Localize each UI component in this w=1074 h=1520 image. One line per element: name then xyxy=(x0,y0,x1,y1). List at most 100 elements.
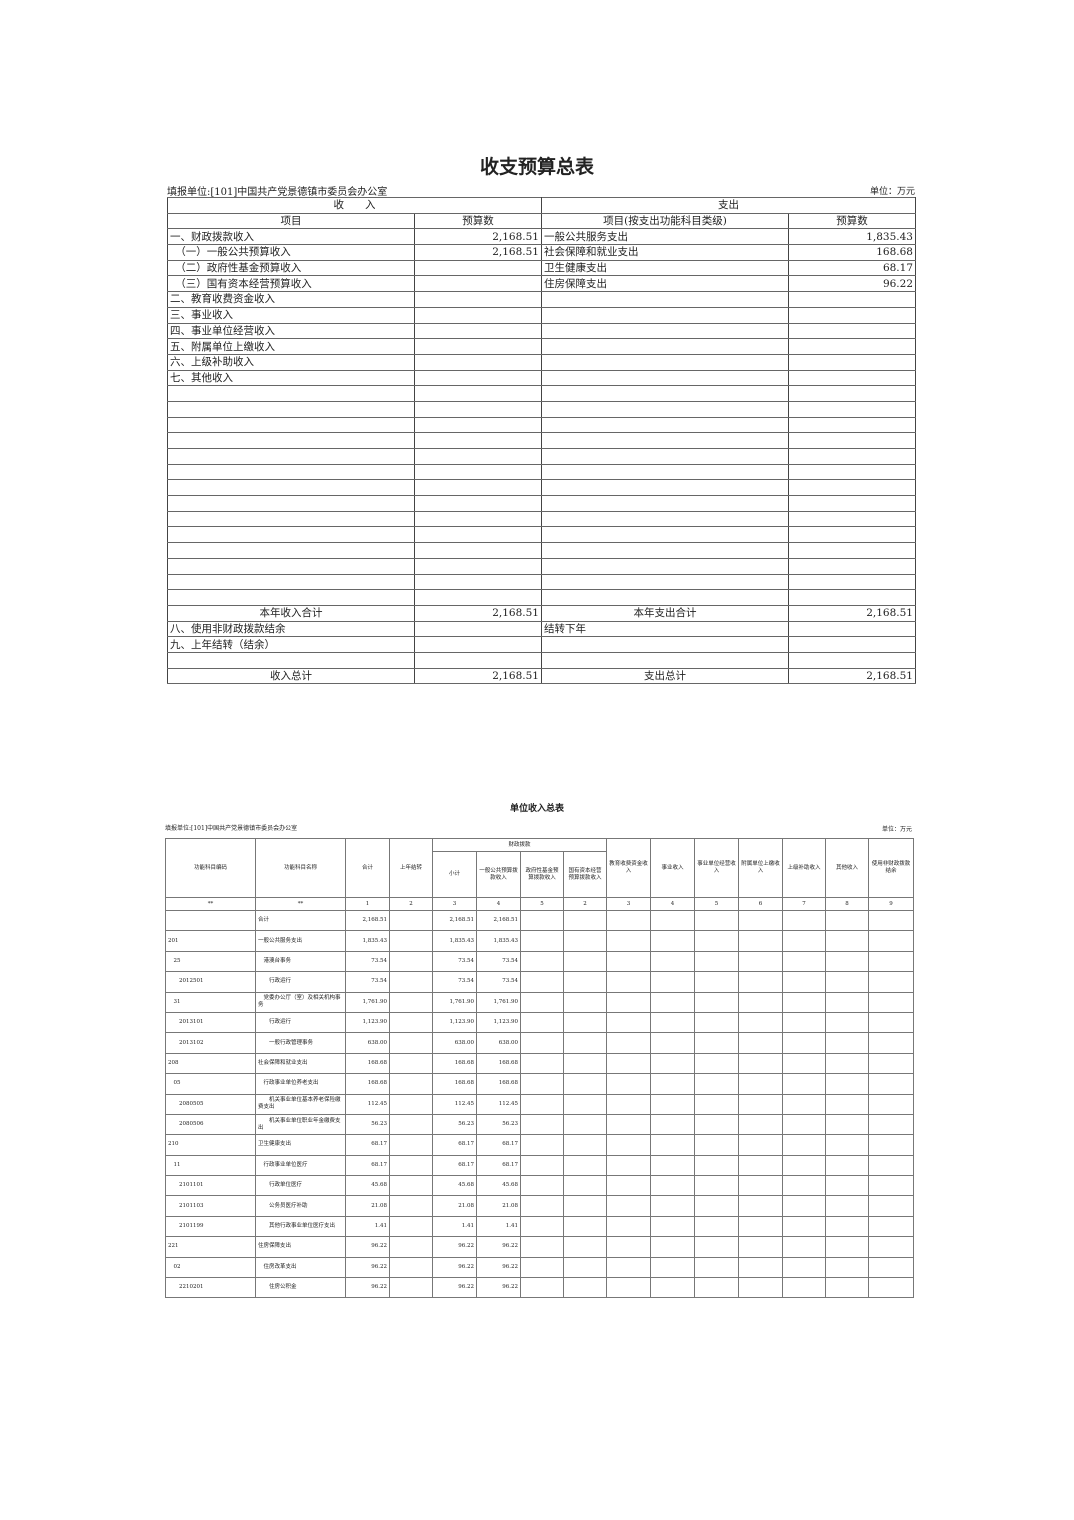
empty-cell xyxy=(694,1175,740,1197)
general-cell: 68.17 xyxy=(476,1154,521,1177)
carry-cell xyxy=(389,930,433,952)
empty-cell xyxy=(650,971,696,993)
h-edu: 教育收费资金收入 xyxy=(606,838,652,898)
total-cell: 1.41 xyxy=(345,1215,390,1238)
empty-cell xyxy=(825,930,870,952)
subtotal-cell: 112.45 xyxy=(432,1093,477,1115)
income-row: 2012501 行政运行 73.54 73.54 73.54 xyxy=(165,971,915,993)
empty-cell xyxy=(738,1236,784,1258)
code-cell: 201 xyxy=(165,930,256,952)
empty-cell xyxy=(520,1093,564,1115)
empty-cell xyxy=(562,950,608,973)
name-cell: 行政运行 xyxy=(255,1011,346,1034)
empty-cell xyxy=(825,1113,870,1136)
total-cell: 96.22 xyxy=(345,1236,390,1258)
summary-cell-inc_v xyxy=(414,275,542,293)
general-cell: 2,168.51 xyxy=(476,909,521,932)
empty-cell xyxy=(825,1154,870,1177)
empty-cell xyxy=(868,1154,915,1177)
carry-next: 结转下年 xyxy=(541,620,789,638)
empty-cell xyxy=(520,909,564,932)
empty-cell xyxy=(606,1052,652,1075)
empty-cell xyxy=(414,479,542,497)
empty-cell xyxy=(414,400,542,418)
index-cell: 2 xyxy=(389,897,433,911)
empty-cell xyxy=(606,1195,652,1217)
empty-cell xyxy=(562,1154,608,1177)
empty-cell xyxy=(694,971,740,993)
empty-cell xyxy=(694,1032,740,1054)
empty-cell xyxy=(788,526,916,544)
name-cell: 行政运行 xyxy=(255,971,346,993)
summary-cell-inc_v xyxy=(414,259,542,277)
index-cell: 4 xyxy=(476,897,521,911)
carry-cell xyxy=(389,909,433,932)
empty-cell xyxy=(694,1052,740,1075)
code-cell xyxy=(165,909,256,932)
empty-cell xyxy=(541,463,789,481)
income-row: 合计 2,168.51 2,168.51 2,168.51 xyxy=(165,909,915,932)
summary-empty-row xyxy=(167,589,916,606)
h-business: 事业收入 xyxy=(650,838,696,898)
empty-cell xyxy=(782,930,827,952)
empty-cell xyxy=(782,1011,827,1034)
summary-empty-row xyxy=(167,385,916,402)
summary-row: 一、财政拨款收入 2,168.51 一般公共服务支出 1,835.43 xyxy=(167,228,916,246)
empty-cell xyxy=(606,1113,652,1136)
h-surplus: 使用非财政拨款结余 xyxy=(868,838,915,898)
empty-cell xyxy=(167,463,415,481)
row9: 九、上年结转（结余） xyxy=(167,636,415,653)
empty-cell xyxy=(694,1256,740,1279)
summary-cell-exp_v: 96.22 xyxy=(788,275,916,293)
empty-cell xyxy=(788,542,916,559)
code-cell: 2101103 xyxy=(165,1195,256,1217)
summary-cell-exp xyxy=(541,369,789,387)
empty-cell xyxy=(782,1277,827,1299)
summary-row: 四、事业单位经营收入 xyxy=(167,322,916,340)
empty-cell xyxy=(541,416,789,434)
summary-cell-exp_v xyxy=(788,291,916,308)
general-cell: 68.17 xyxy=(476,1134,521,1156)
summary-cell-exp_v xyxy=(788,353,916,371)
empty-cell xyxy=(825,909,870,932)
empty-cell xyxy=(694,1195,740,1217)
total-cell: 96.22 xyxy=(345,1277,390,1299)
index-cell: 9 xyxy=(868,897,915,911)
empty-cell xyxy=(606,1277,652,1299)
subtotal-cell: 73.54 xyxy=(432,950,477,973)
summary-cell-inc: 三、事业收入 xyxy=(167,306,415,324)
summary-cell-exp_v: 68.17 xyxy=(788,259,916,277)
empty-cell xyxy=(414,495,542,512)
subtotal-cell: 168.68 xyxy=(432,1052,477,1075)
empty-cell xyxy=(167,526,415,544)
empty-cell xyxy=(782,1052,827,1075)
h-general: 一般公共预算拨款收入 xyxy=(476,851,521,898)
subtotal-cell: 1,123.90 xyxy=(432,1011,477,1034)
empty-cell xyxy=(650,1154,696,1177)
summary-cell-inc_v xyxy=(414,369,542,387)
general-cell: 638.00 xyxy=(476,1032,521,1054)
empty-cell xyxy=(738,1175,784,1197)
name-cell: 住房保障支出 xyxy=(255,1236,346,1258)
general-cell: 56.23 xyxy=(476,1113,521,1136)
index-cell: ** xyxy=(165,897,256,911)
empty-cell xyxy=(562,971,608,993)
summary-cell-exp xyxy=(541,291,789,308)
carry-cell xyxy=(389,971,433,993)
total-cell: 2,168.51 xyxy=(345,909,390,932)
empty-cell xyxy=(694,1093,740,1115)
empty-cell xyxy=(825,971,870,993)
empty-cell xyxy=(782,950,827,973)
empty-cell xyxy=(782,1093,827,1115)
summary-row: 五、附属单位上缴收入 xyxy=(167,338,916,355)
subtotal-cell: 68.17 xyxy=(432,1134,477,1156)
subtotal-cell: 96.22 xyxy=(432,1236,477,1258)
empty-cell xyxy=(825,1175,870,1197)
summary-cell-inc: 四、事业单位经营收入 xyxy=(167,322,415,340)
summary-cell-exp: 卫生健康支出 xyxy=(541,259,789,277)
empty-cell xyxy=(788,573,916,591)
empty-cell xyxy=(650,991,696,1013)
empty-cell xyxy=(541,542,789,559)
subtotal-cell: 168.68 xyxy=(432,1073,477,1095)
empty-cell xyxy=(825,1236,870,1258)
